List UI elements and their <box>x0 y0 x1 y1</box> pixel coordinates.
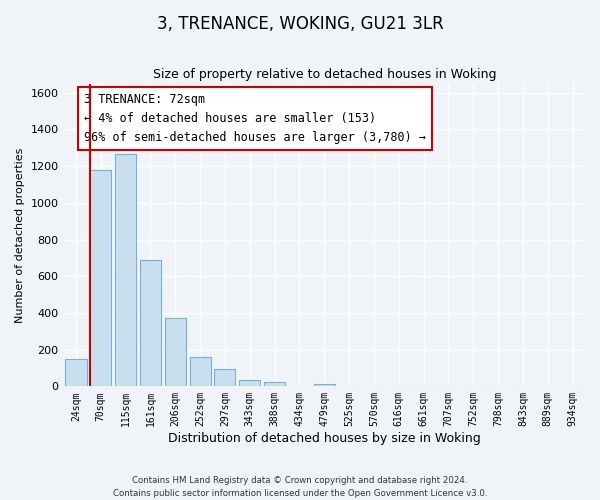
Text: 3 TRENANCE: 72sqm
← 4% of detached houses are smaller (153)
96% of semi-detached: 3 TRENANCE: 72sqm ← 4% of detached house… <box>85 92 427 144</box>
Y-axis label: Number of detached properties: Number of detached properties <box>15 148 25 322</box>
Text: Contains HM Land Registry data © Crown copyright and database right 2024.
Contai: Contains HM Land Registry data © Crown c… <box>113 476 487 498</box>
Bar <box>65 359 86 386</box>
Bar <box>115 154 136 386</box>
Bar <box>90 170 112 386</box>
X-axis label: Distribution of detached houses by size in Woking: Distribution of detached houses by size … <box>168 432 481 445</box>
Bar <box>214 370 235 386</box>
Bar <box>140 260 161 386</box>
Title: Size of property relative to detached houses in Woking: Size of property relative to detached ho… <box>152 68 496 81</box>
Bar <box>264 382 285 386</box>
Bar <box>314 384 335 386</box>
Text: 3, TRENANCE, WOKING, GU21 3LR: 3, TRENANCE, WOKING, GU21 3LR <box>157 15 443 33</box>
Bar <box>165 318 186 386</box>
Bar <box>239 380 260 386</box>
Bar <box>190 357 211 386</box>
